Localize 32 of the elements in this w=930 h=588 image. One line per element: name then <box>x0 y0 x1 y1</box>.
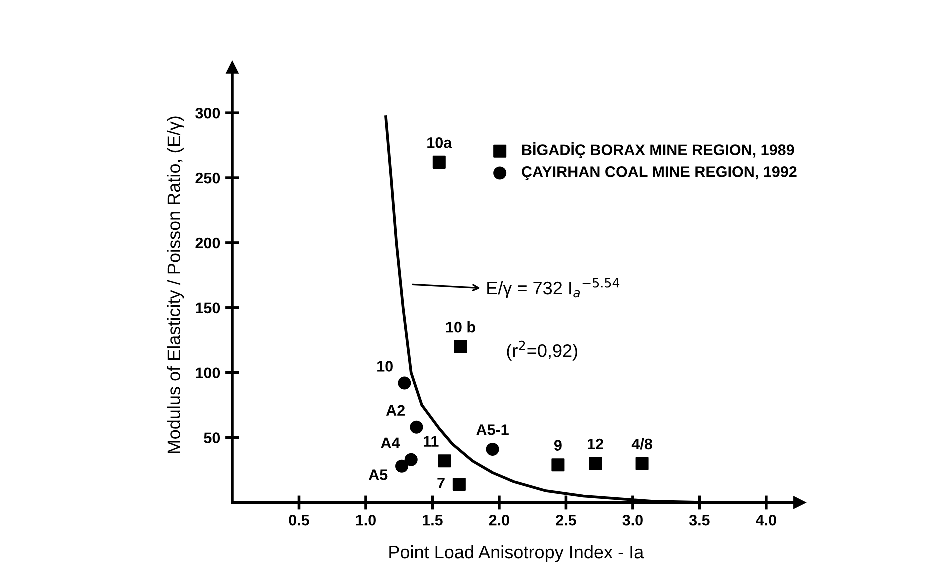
annotation: 7 <box>438 478 445 489</box>
y-tick-label: 150 <box>196 302 220 314</box>
legend-label: ÇAYIRHAN COAL MINE REGION, 1992 <box>522 166 797 180</box>
annotation: A5 <box>368 470 388 480</box>
annotation: (r$^{2}$=0,92) <box>507 340 578 361</box>
y-tick-label: 200 <box>196 238 220 249</box>
x-tick-label: 0.5 <box>289 514 310 526</box>
annotation: E/γ = 732 I$_{a}$$^{−5.54}$ <box>488 278 620 298</box>
x-tick-label: 2.0 <box>489 514 510 526</box>
annotation: A5-1 <box>476 424 509 436</box>
annotation: 10a <box>428 137 452 148</box>
y-tick-label: 300 <box>196 108 220 119</box>
annotation: A2 <box>386 405 405 416</box>
y-tick-label: 100 <box>196 368 220 379</box>
annotation: A4 <box>381 438 400 448</box>
annotation: 4/8 <box>632 438 652 450</box>
x-tick-label: 4.0 <box>756 514 776 526</box>
x-tick-label: 3.0 <box>622 514 643 526</box>
annotation: 9 <box>554 440 562 451</box>
x-tick-label: 1.0 <box>356 514 376 526</box>
annotation: 10 b <box>446 322 476 333</box>
y-axis-title: Modulus of Elasticity / Poisson Ratio, (E/γ) <box>167 116 184 454</box>
x-tick-label: 2.5 <box>556 514 576 526</box>
annotation: 11 <box>424 436 439 447</box>
x-tick-label: 1.5 <box>423 515 443 526</box>
annotation: 12 <box>588 438 604 450</box>
legend-label: BİGADİÇ BORAX MINE REGION, 1989 <box>522 142 794 159</box>
y-tick-label: 250 <box>196 172 220 184</box>
annotation: 10 <box>378 361 393 372</box>
x-axis-title: Point Load Anisotropy Index - Ia <box>390 545 644 562</box>
x-tick-label: 3.5 <box>689 514 710 526</box>
y-tick-label: 50 <box>204 432 220 444</box>
